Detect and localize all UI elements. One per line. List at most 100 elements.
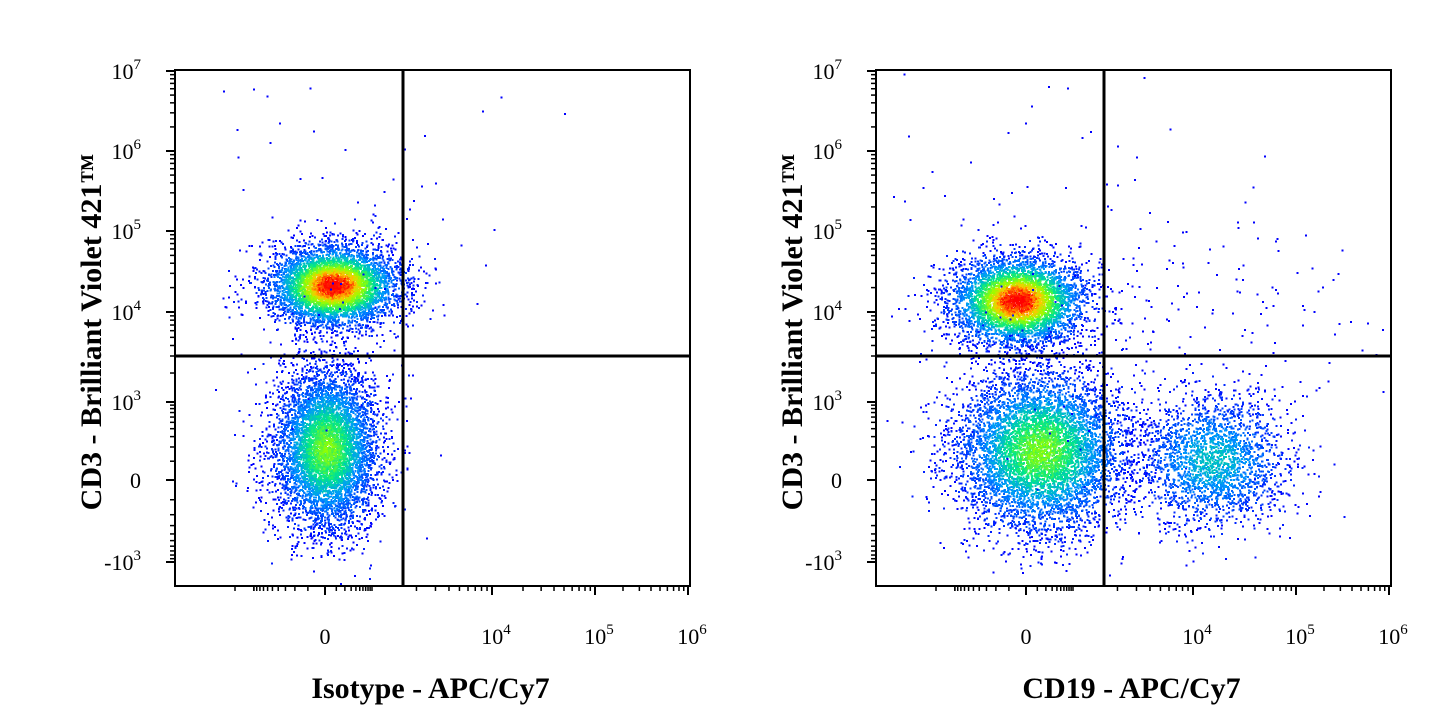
density-dot-group <box>1034 310 1037 313</box>
density-dot-group <box>998 308 1000 311</box>
density-dot-group <box>320 277 323 280</box>
density-dot-group <box>989 310 992 313</box>
density-dot-group <box>1035 429 1038 432</box>
y-tick-label: 104 <box>813 298 843 325</box>
density-dot-group <box>1234 463 1237 466</box>
density-dot-group <box>324 478 340 490</box>
density-dot-group <box>1049 306 1052 309</box>
density-dot-group <box>321 278 344 295</box>
density-dot-group <box>340 486 343 489</box>
density-dot-group <box>1065 488 1067 491</box>
density-dot-group <box>344 281 347 284</box>
density-dot-group <box>333 433 336 436</box>
density-dot-group <box>1044 315 1047 318</box>
density-dot-group <box>323 430 334 453</box>
density-dot-group <box>1044 448 1047 451</box>
density-dot-group <box>327 276 349 295</box>
density-dot-group <box>1067 448 1070 451</box>
density-dot-group <box>343 289 346 292</box>
density-dot-group <box>1019 453 1036 467</box>
y-tick-label: 103 <box>112 388 142 415</box>
density-dot-group <box>355 434 358 437</box>
density-dot-group <box>344 481 347 484</box>
density-dot-group <box>1022 447 1052 457</box>
density-dot-group <box>1044 300 1047 303</box>
density-dot-group <box>314 442 337 461</box>
density-dot-group <box>328 289 340 295</box>
density-dot-group <box>1004 291 1030 311</box>
density-dot-group <box>1013 440 1024 446</box>
density-dot-group <box>1071 482 1074 485</box>
plot-panel-cd19: 0 104 105 106 -103 0 103 104 105 106 107 CD19 - APC… <box>776 57 1408 705</box>
density-dot-group <box>1014 425 1070 476</box>
density-dot-group <box>315 456 318 458</box>
density-dot-group <box>1056 287 1064 303</box>
density-dot-group <box>1192 440 1233 478</box>
density-dot-group <box>1030 282 1033 285</box>
density-dot-group <box>328 304 331 307</box>
density-dot-group <box>1205 470 1219 482</box>
density-dot-group <box>1028 437 1060 475</box>
population-2 <box>1067 363 1346 567</box>
density-dot-group <box>1046 284 1049 286</box>
density-dot-group <box>1048 456 1051 459</box>
density-dot-group <box>315 260 318 263</box>
density-dot-group <box>1206 445 1212 456</box>
density-dot-group <box>1032 302 1046 313</box>
density-dot-group <box>1043 423 1046 426</box>
density-dot-group <box>1029 312 1032 315</box>
density-dot-group <box>1036 309 1039 312</box>
density-dot-group <box>1028 324 1031 327</box>
y-axis-title: CD3 - Brilliant Violet 421™ <box>776 154 809 511</box>
density-dot-group <box>989 282 1003 301</box>
density-dot-group <box>1033 447 1036 450</box>
density-dot-group <box>323 472 326 474</box>
population-0 <box>222 204 488 363</box>
density-dot-group <box>984 289 992 296</box>
density-dot-group <box>326 301 329 304</box>
y-tick-label: -103 <box>805 548 842 575</box>
density-dot-group <box>326 263 329 266</box>
density-dot-group <box>1218 465 1221 468</box>
density-dot-group <box>1012 290 1033 306</box>
density-dot-group <box>344 262 356 270</box>
density-dot-group <box>1199 474 1210 481</box>
density-dot-group <box>1228 466 1231 468</box>
density-dot-group <box>1032 301 1050 322</box>
density-dot-group <box>311 436 324 450</box>
density-dot-group <box>996 307 999 310</box>
density-dot-group <box>329 453 334 460</box>
density-dot-group <box>1229 453 1239 463</box>
density-dot-group <box>336 278 339 281</box>
density-dot-group <box>356 272 359 275</box>
density-dot-group <box>1190 442 1232 480</box>
density-dot-group <box>300 292 310 302</box>
density-dot-group <box>1040 454 1043 457</box>
density-dot-group <box>1205 470 1220 478</box>
density-dot-group <box>1209 461 1227 479</box>
density-dot-group <box>999 331 1037 335</box>
y-tick-label: 107 <box>112 57 142 84</box>
density-dot-group <box>1208 453 1224 462</box>
density-dot-group <box>289 288 292 291</box>
density-dot-group <box>1012 279 1015 282</box>
y-axis-title: CD3 - Brilliant Violet 421™ <box>75 154 108 511</box>
density-dot-group <box>972 316 975 319</box>
density-dot-group <box>322 265 325 268</box>
density-dot-group <box>295 397 363 508</box>
density-dot-group <box>350 265 353 268</box>
density-dot-group <box>317 430 334 450</box>
y-tick-label: 104 <box>112 298 142 325</box>
density-dot-group <box>329 287 347 297</box>
density-dot-group <box>324 454 327 457</box>
density-dot-group <box>317 435 335 454</box>
density-dot-group <box>303 283 312 297</box>
density-dot-group <box>1008 273 1011 276</box>
density-dot-group <box>1041 429 1043 432</box>
density-dot-group <box>317 449 320 452</box>
density-dot-group <box>1027 425 1066 468</box>
density-dot-group <box>1040 441 1043 444</box>
density-dot-group <box>1020 309 1023 312</box>
density-dot-group <box>335 307 338 310</box>
density-dot-group <box>1210 454 1222 458</box>
